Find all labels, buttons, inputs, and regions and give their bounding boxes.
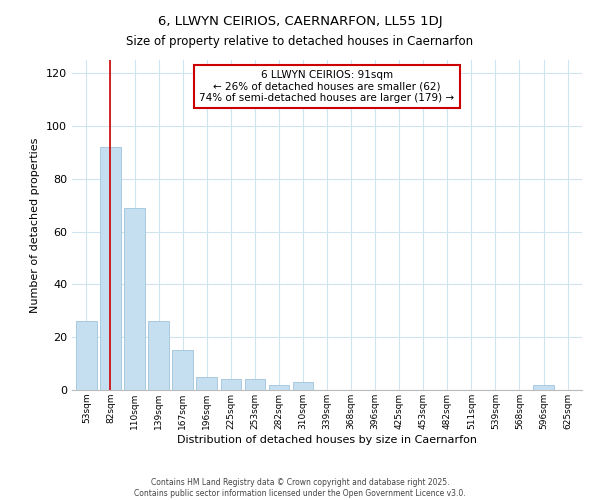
Bar bbox=[269, 384, 289, 390]
Bar bbox=[533, 384, 554, 390]
Bar bbox=[196, 377, 217, 390]
Bar bbox=[148, 322, 169, 390]
Text: Contains HM Land Registry data © Crown copyright and database right 2025.
Contai: Contains HM Land Registry data © Crown c… bbox=[134, 478, 466, 498]
Bar bbox=[76, 322, 97, 390]
X-axis label: Distribution of detached houses by size in Caernarfon: Distribution of detached houses by size … bbox=[177, 434, 477, 444]
Text: 6 LLWYN CEIRIOS: 91sqm
← 26% of detached houses are smaller (62)
74% of semi-det: 6 LLWYN CEIRIOS: 91sqm ← 26% of detached… bbox=[199, 70, 455, 103]
Bar bbox=[221, 380, 241, 390]
Bar bbox=[124, 208, 145, 390]
Bar bbox=[245, 380, 265, 390]
Y-axis label: Number of detached properties: Number of detached properties bbox=[31, 138, 40, 312]
Bar bbox=[172, 350, 193, 390]
Text: 6, LLWYN CEIRIOS, CAERNARFON, LL55 1DJ: 6, LLWYN CEIRIOS, CAERNARFON, LL55 1DJ bbox=[158, 15, 442, 28]
Bar bbox=[293, 382, 313, 390]
Text: Size of property relative to detached houses in Caernarfon: Size of property relative to detached ho… bbox=[127, 35, 473, 48]
Bar bbox=[100, 147, 121, 390]
